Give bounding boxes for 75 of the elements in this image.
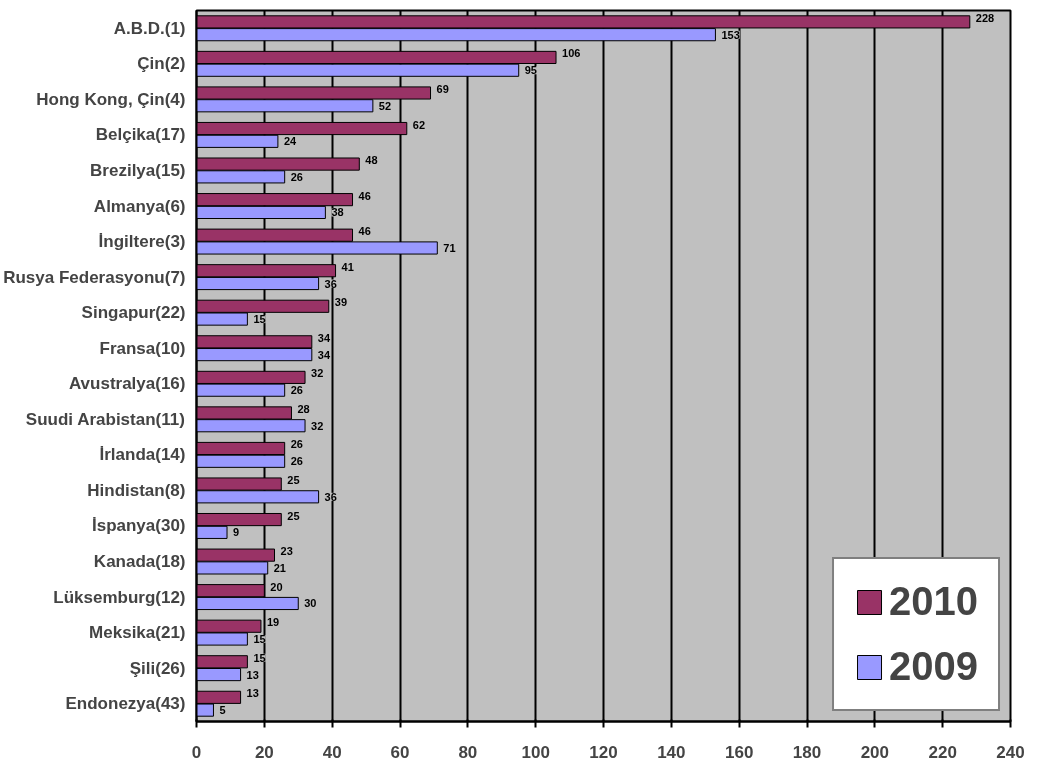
y-tick-label: A.B.D.(1) (113, 18, 186, 38)
data-label: 15 (253, 651, 266, 664)
y-tick-label: İspanya(30) (91, 516, 186, 536)
y-tick-label: Almanya(6) (93, 196, 186, 216)
data-label: 25 (287, 474, 300, 487)
x-tick-label: 40 (322, 742, 342, 762)
data-label: 38 (331, 206, 344, 219)
data-label: 69 (436, 82, 449, 95)
y-tick-label: Belçika(17) (95, 125, 186, 145)
data-label: 48 (365, 154, 378, 167)
y-tick-label: İrlanda(14) (99, 445, 186, 465)
data-label: 26 (290, 170, 303, 183)
legend-label: 2009 (889, 644, 978, 689)
data-label: 46 (358, 225, 371, 238)
data-label: 95 (524, 64, 537, 77)
y-tick-label: Şili(26) (129, 658, 186, 678)
y-tick-label: Lüksemburg(12) (53, 587, 186, 607)
y-tick-label: Suudi Arabistan(11) (25, 409, 185, 429)
data-label: 26 (290, 384, 303, 397)
data-label: 24 (283, 135, 298, 148)
data-label: 20 (270, 580, 283, 593)
data-label: 25 (287, 509, 300, 522)
y-tick-label: Brezilya(15) (90, 160, 186, 180)
y-tick-label: Meksika(21) (89, 623, 186, 643)
data-label: 228 (975, 11, 995, 24)
data-label: 13 (246, 687, 259, 700)
x-tick-label: 240 (996, 742, 1025, 762)
data-label: 30 (304, 597, 317, 610)
y-tick-label: Çin(2) (137, 54, 186, 74)
data-label: 15 (253, 313, 266, 326)
x-tick-label: 140 (657, 742, 686, 762)
legend-label: 2010 (889, 579, 978, 624)
x-tick-label: 60 (390, 742, 410, 762)
data-label: 36 (324, 277, 337, 290)
data-label: 19 (266, 616, 280, 629)
data-label: 32 (311, 367, 324, 380)
data-label: 71 (443, 241, 456, 254)
x-tick-label: 80 (458, 742, 478, 762)
data-label: 32 (311, 419, 324, 432)
data-label: 46 (358, 189, 371, 202)
data-label: 28 (297, 402, 310, 415)
data-label: 9 (233, 526, 240, 539)
y-tick-label: Fransa(10) (99, 338, 186, 358)
data-label: 26 (290, 455, 303, 468)
data-label: 5 (219, 704, 226, 717)
x-tick-label: 160 (724, 742, 754, 762)
data-label: 62 (412, 118, 426, 131)
y-tick-label: Hong Kong, Çin(4) (36, 89, 186, 109)
data-label: 153 (721, 28, 740, 41)
data-label: 23 (280, 545, 293, 558)
data-label: 106 (562, 47, 581, 60)
y-tick-label: Endonezya(43) (65, 694, 186, 714)
y-tick-label: Rusya Federasyonu(7) (3, 267, 186, 287)
data-label: 26 (290, 438, 303, 451)
data-label: 34 (317, 331, 331, 344)
x-tick-label: 220 (928, 742, 957, 762)
x-tick-label: 180 (792, 742, 822, 762)
y-tick-label: Kanada(18) (93, 552, 186, 572)
y-tick-label: Hindistan(8) (87, 480, 186, 500)
data-label: 39 (334, 296, 348, 309)
x-tick-label: 200 (860, 742, 890, 762)
x-tick-label: 100 (521, 742, 550, 762)
y-tick-label: Avustralya(16) (68, 374, 186, 394)
data-label: 13 (246, 668, 259, 681)
data-label: 15 (253, 633, 266, 646)
data-label: 52 (378, 99, 392, 112)
x-tick-label: 0 (191, 742, 202, 762)
x-tick-label: 20 (254, 742, 274, 762)
y-tick-label: İngiltere(3) (98, 232, 186, 252)
data-label: 36 (324, 490, 337, 503)
data-label: 41 (341, 260, 354, 273)
x-tick-label: 120 (589, 742, 618, 762)
data-label: 21 (273, 561, 286, 574)
data-label: 34 (317, 348, 331, 361)
y-tick-label: Singapur(22) (81, 303, 186, 323)
